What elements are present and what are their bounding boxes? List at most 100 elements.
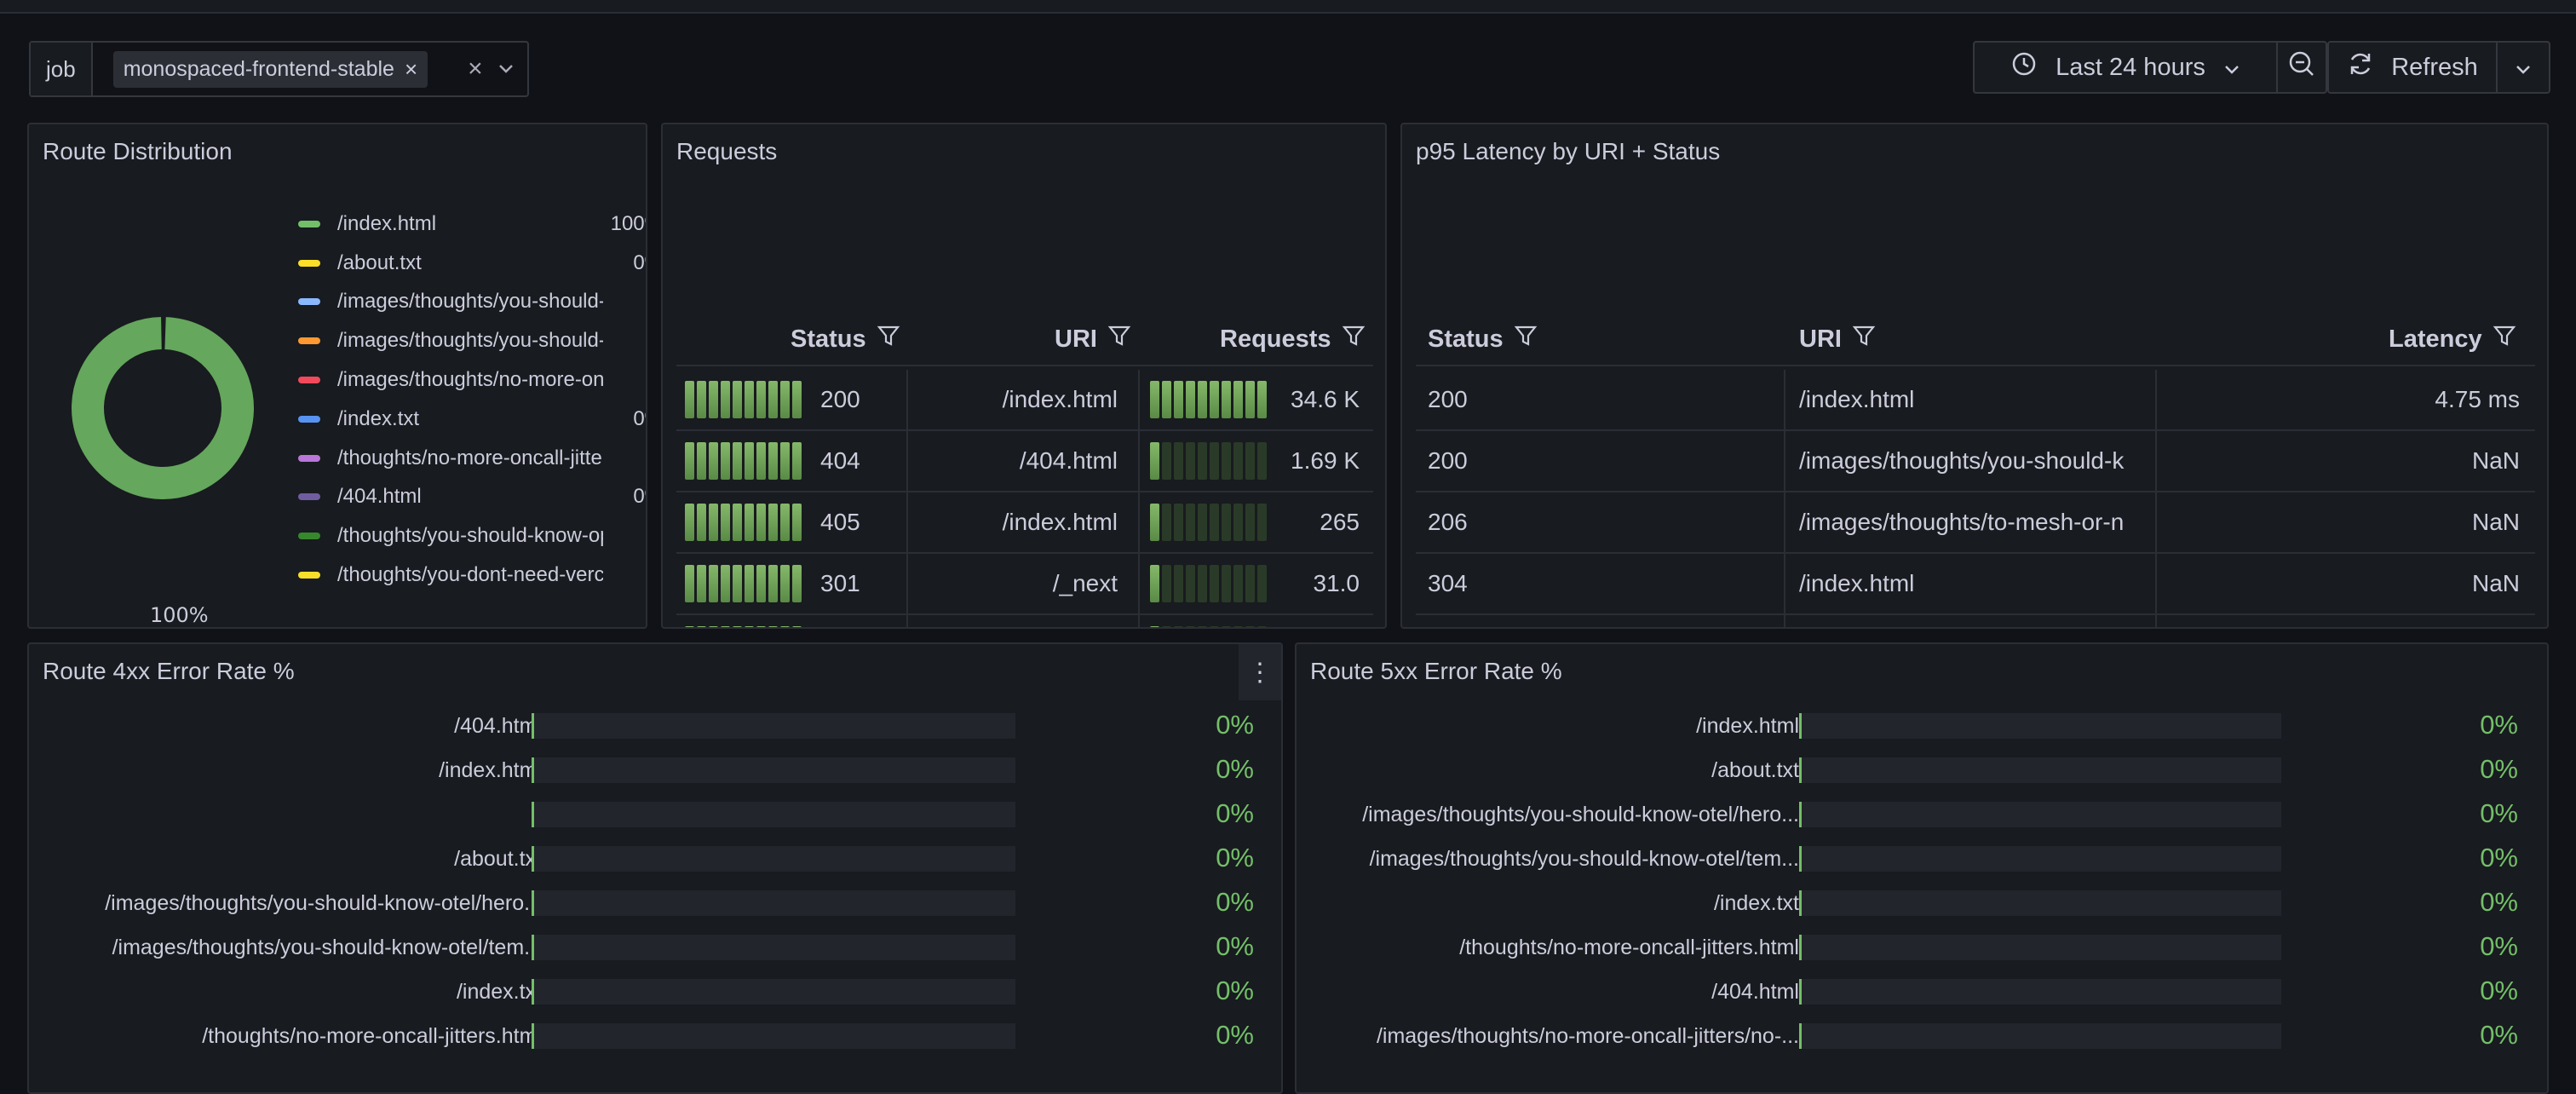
gauge-segment bbox=[756, 381, 766, 418]
table-row[interactable]: 200/robots.txt 16.0 bbox=[676, 615, 1373, 627]
column-header-status[interactable]: Status bbox=[791, 324, 900, 354]
bar-value: 0% bbox=[1216, 710, 1254, 740]
filter-icon[interactable] bbox=[1342, 324, 1366, 354]
gauge-segment bbox=[756, 626, 766, 627]
table-row[interactable]: 206/images/thoughts/to-mesh-or-n NaN bbox=[1416, 492, 2535, 554]
time-picker[interactable]: Last 24 hours bbox=[1973, 41, 2327, 94]
variable-chip[interactable]: monospaced-frontend-stable × bbox=[112, 50, 428, 88]
requests-gauge bbox=[1150, 504, 1267, 541]
route-4xx-panel[interactable]: Route 4xx Error Rate % ⋮ /404.html 0% /ind… bbox=[27, 642, 1283, 1094]
requests-gauge bbox=[1150, 442, 1267, 480]
table-row[interactable]: 200/images/thoughts/to-mesh-or-n NaN bbox=[1416, 615, 2535, 627]
gauge-segment bbox=[721, 381, 730, 418]
gauge-segment bbox=[1174, 381, 1183, 418]
latency-panel[interactable]: p95 Latency by URI + Status Status URI L… bbox=[1400, 123, 2549, 629]
column-header-status[interactable]: Status bbox=[1428, 324, 1538, 354]
table-row[interactable]: 200/index.html 4.75 ms bbox=[1416, 370, 2535, 431]
column-header-requests[interactable]: Requests bbox=[1220, 324, 1366, 354]
gauge-segment bbox=[1186, 442, 1195, 480]
column-header-uri[interactable]: URI bbox=[1799, 324, 1876, 354]
table-row[interactable]: 405/index.html 265 bbox=[676, 492, 1373, 554]
gauge-segment bbox=[745, 565, 754, 602]
requests-value: 31.0 bbox=[1313, 570, 1360, 596]
filter-icon[interactable] bbox=[1107, 324, 1131, 354]
requests-panel[interactable]: Requests Status URI Requests 200/index.h… bbox=[661, 123, 1387, 629]
gauge-segment bbox=[745, 504, 754, 541]
table-row[interactable]: 404/404.html 1.69 K bbox=[676, 431, 1373, 492]
gauge-segment bbox=[1174, 626, 1183, 627]
legend-item[interactable]: /images/thoughts/you-should-k bbox=[298, 283, 646, 322]
legend-item[interactable]: /thoughts/you-should-know-op bbox=[298, 516, 646, 556]
panel-title: Route 4xx Error Rate % bbox=[43, 658, 295, 684]
legend-item[interactable]: /images/thoughts/no-more-onc bbox=[298, 360, 646, 400]
requests-cell: 265 bbox=[1150, 492, 1360, 552]
legend-item[interactable]: /thoughts/no-more-oncall-jitter bbox=[298, 439, 646, 478]
bar-value: 0% bbox=[2480, 931, 2518, 961]
panel-menu-button[interactable]: ⋮ bbox=[1239, 644, 1281, 700]
latency-cell: NaN bbox=[2471, 447, 2520, 474]
route-distribution-panel[interactable]: Route Distribution 100% /index.html100%/… bbox=[27, 123, 647, 629]
variable-value-picker[interactable]: monospaced-frontend-stable × × bbox=[93, 43, 527, 95]
route-5xx-panel[interactable]: Route 5xx Error Rate % /index.html 0% /abo… bbox=[1295, 642, 2549, 1094]
table-row[interactable]: 200/index.html 34.6 K bbox=[676, 370, 1373, 431]
row-label: /index.html bbox=[1696, 714, 1799, 738]
legend-item[interactable]: /404.html 0% bbox=[298, 478, 646, 517]
legend-item[interactable]: /index.html 100% bbox=[298, 204, 646, 244]
column-separator bbox=[2155, 492, 2157, 552]
job-variable[interactable]: job monospaced-frontend-stable × × bbox=[29, 41, 529, 97]
uri-cell: /robots.txt bbox=[908, 615, 1118, 627]
bar-value: 0% bbox=[2480, 798, 2518, 828]
gauge-segment bbox=[697, 504, 706, 541]
table-row[interactable]: 301 /_next 31.0 bbox=[676, 554, 1373, 615]
status-cell: 200 bbox=[1428, 447, 1468, 474]
legend-item[interactable]: /thoughts/you-dont-need-verce bbox=[298, 556, 646, 595]
gauge-segment bbox=[1245, 565, 1255, 602]
filter-icon[interactable] bbox=[1852, 324, 1876, 354]
gauge-segment bbox=[733, 626, 742, 627]
refresh-interval-dropdown[interactable] bbox=[2498, 41, 2550, 94]
header-label: Status bbox=[1428, 325, 1504, 353]
bar-track bbox=[1799, 890, 2281, 916]
filter-icon[interactable] bbox=[1514, 324, 1538, 354]
legend-item[interactable]: /about.txt 0% bbox=[298, 244, 646, 283]
row-label: /thoughts/no-more-oncall-jitters.html bbox=[1459, 936, 1799, 959]
column-separator bbox=[906, 615, 908, 627]
bar-fill bbox=[1799, 713, 1802, 739]
status-gauge bbox=[685, 565, 802, 602]
zoom-out-button[interactable] bbox=[2278, 41, 2327, 94]
gauge-segment bbox=[1150, 504, 1159, 541]
table-row[interactable]: 304/index.html NaN bbox=[1416, 554, 2535, 615]
bar-value: 0% bbox=[2480, 1020, 2518, 1050]
gauge-segment bbox=[1174, 442, 1183, 480]
table-row[interactable]: 200/images/thoughts/you-should-k NaN bbox=[1416, 431, 2535, 492]
legend-label: /about.txt bbox=[337, 250, 422, 274]
legend-item[interactable]: /index.txt 0% bbox=[298, 400, 646, 439]
gauge-segment bbox=[709, 504, 718, 541]
time-range-button[interactable]: Last 24 hours bbox=[1973, 41, 2278, 94]
column-header-latency[interactable]: Latency bbox=[2389, 324, 2516, 354]
column-separator bbox=[906, 370, 908, 429]
column-separator bbox=[906, 431, 908, 491]
refresh-button[interactable]: Refresh bbox=[2327, 41, 2498, 94]
filter-icon[interactable] bbox=[2493, 324, 2516, 354]
gauge-segment bbox=[1162, 565, 1171, 602]
remove-chip-icon[interactable]: × bbox=[404, 55, 418, 82]
status-gauge bbox=[685, 504, 802, 541]
status-cell: 301 bbox=[685, 554, 906, 613]
row-label: /index.txt bbox=[456, 980, 542, 1004]
chevron-down-icon[interactable] bbox=[498, 60, 514, 79]
row-label: /about.txt bbox=[454, 847, 542, 871]
clear-icon[interactable]: × bbox=[468, 55, 483, 83]
bar-track bbox=[532, 979, 1015, 1005]
gauge-segment bbox=[1186, 626, 1195, 627]
gauge-segment bbox=[685, 442, 694, 480]
legend-item[interactable]: /images/thoughts/you-should-k bbox=[298, 321, 646, 360]
bar-fill bbox=[532, 713, 534, 739]
bar-track bbox=[532, 802, 1015, 827]
gauge-segment bbox=[1174, 565, 1183, 602]
gauge-segment bbox=[733, 565, 742, 602]
column-header-uri[interactable]: URI bbox=[1055, 324, 1131, 354]
gauge-segment bbox=[1245, 442, 1255, 480]
filter-icon[interactable] bbox=[877, 324, 900, 354]
refresh-picker[interactable]: Refresh bbox=[2327, 41, 2550, 94]
